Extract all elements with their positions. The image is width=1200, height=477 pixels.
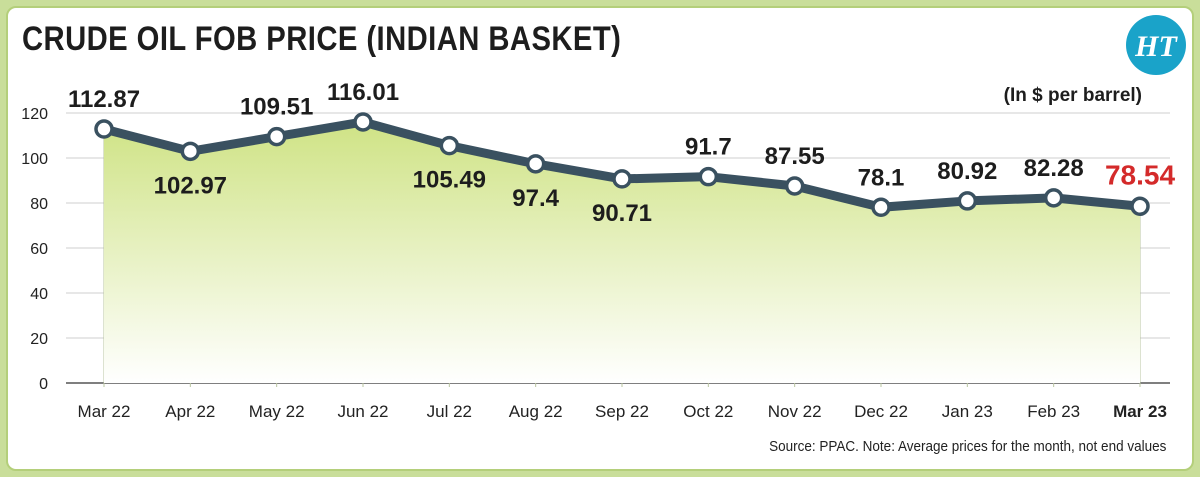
y-tick-label: 0 <box>39 376 48 393</box>
data-label: 90.71 <box>592 200 652 227</box>
y-tick-label: 40 <box>30 286 48 303</box>
ht-logo-icon: HT <box>1126 15 1186 75</box>
y-axis-ticks: 0 20 40 60 80 100 120 <box>21 106 48 393</box>
data-labels: 112.87 102.97 109.51 116.01 105.49 97.4 90.71 9… <box>68 79 1176 227</box>
x-tick-label: Aug 22 <box>509 402 563 421</box>
data-label: 97.4 <box>512 185 559 212</box>
x-tick-label: Jun 22 <box>337 402 388 421</box>
y-tick-label: 120 <box>21 106 48 123</box>
logo-text: HT <box>1134 30 1178 63</box>
y-tick-label: 100 <box>21 151 48 168</box>
area-fill <box>104 121 1140 383</box>
data-label: 102.97 <box>154 172 227 199</box>
x-tick-label: Dec 22 <box>854 402 908 421</box>
y-tick-label: 60 <box>30 241 48 258</box>
area-fill-path <box>104 121 1140 383</box>
data-label: 116.01 <box>327 79 399 106</box>
data-label: 80.92 <box>937 158 997 185</box>
data-label: 82.28 <box>1024 155 1084 182</box>
source-note: Source: PPAC. Note: Average prices for t… <box>768 438 1166 455</box>
x-tick-label: Mar 22 <box>78 402 131 421</box>
data-point <box>612 169 632 189</box>
data-label: 105.49 <box>413 167 486 194</box>
data-point <box>1043 188 1064 208</box>
data-point <box>957 191 978 211</box>
y-tick-label: 20 <box>30 331 48 348</box>
x-tick-label: Nov 22 <box>768 402 822 421</box>
chart-title: CRUDE OIL FOB PRICE (INDIAN BASKET) <box>22 20 622 58</box>
data-points <box>94 112 1150 218</box>
data-label: 87.55 <box>765 143 825 170</box>
data-point <box>1130 196 1150 217</box>
data-label: 78.54 <box>1105 159 1175 190</box>
data-point <box>784 176 805 196</box>
x-tick-label: May 22 <box>249 402 305 421</box>
x-tick-label: Oct 22 <box>683 402 733 421</box>
data-point <box>180 141 201 162</box>
x-tick-label: Mar 23 <box>1113 402 1167 421</box>
data-point <box>525 154 546 174</box>
data-point <box>871 197 891 218</box>
unit-label: (In $ per barrel) <box>1003 85 1142 106</box>
data-point <box>353 112 373 132</box>
x-axis-ticks: Mar 22 Apr 22 May 22 Jun 22 Jul 22 Aug 22 Sep … <box>78 402 1167 421</box>
data-point <box>698 166 719 187</box>
data-label: 109.51 <box>240 94 313 121</box>
data-point <box>94 119 114 139</box>
x-tick-label: Feb 23 <box>1027 402 1080 421</box>
x-tick-label: Apr 22 <box>165 402 215 421</box>
x-tick-label: Sep 22 <box>595 402 649 421</box>
y-tick-label: 80 <box>30 196 48 213</box>
data-label: 112.87 <box>68 86 140 113</box>
data-label: 78.1 <box>858 164 905 191</box>
data-label: 91.7 <box>685 134 732 161</box>
x-tick-label: Jul 22 <box>427 402 472 421</box>
x-tick-label: Jan 23 <box>942 402 993 421</box>
data-point <box>439 135 460 156</box>
data-point <box>266 126 287 147</box>
